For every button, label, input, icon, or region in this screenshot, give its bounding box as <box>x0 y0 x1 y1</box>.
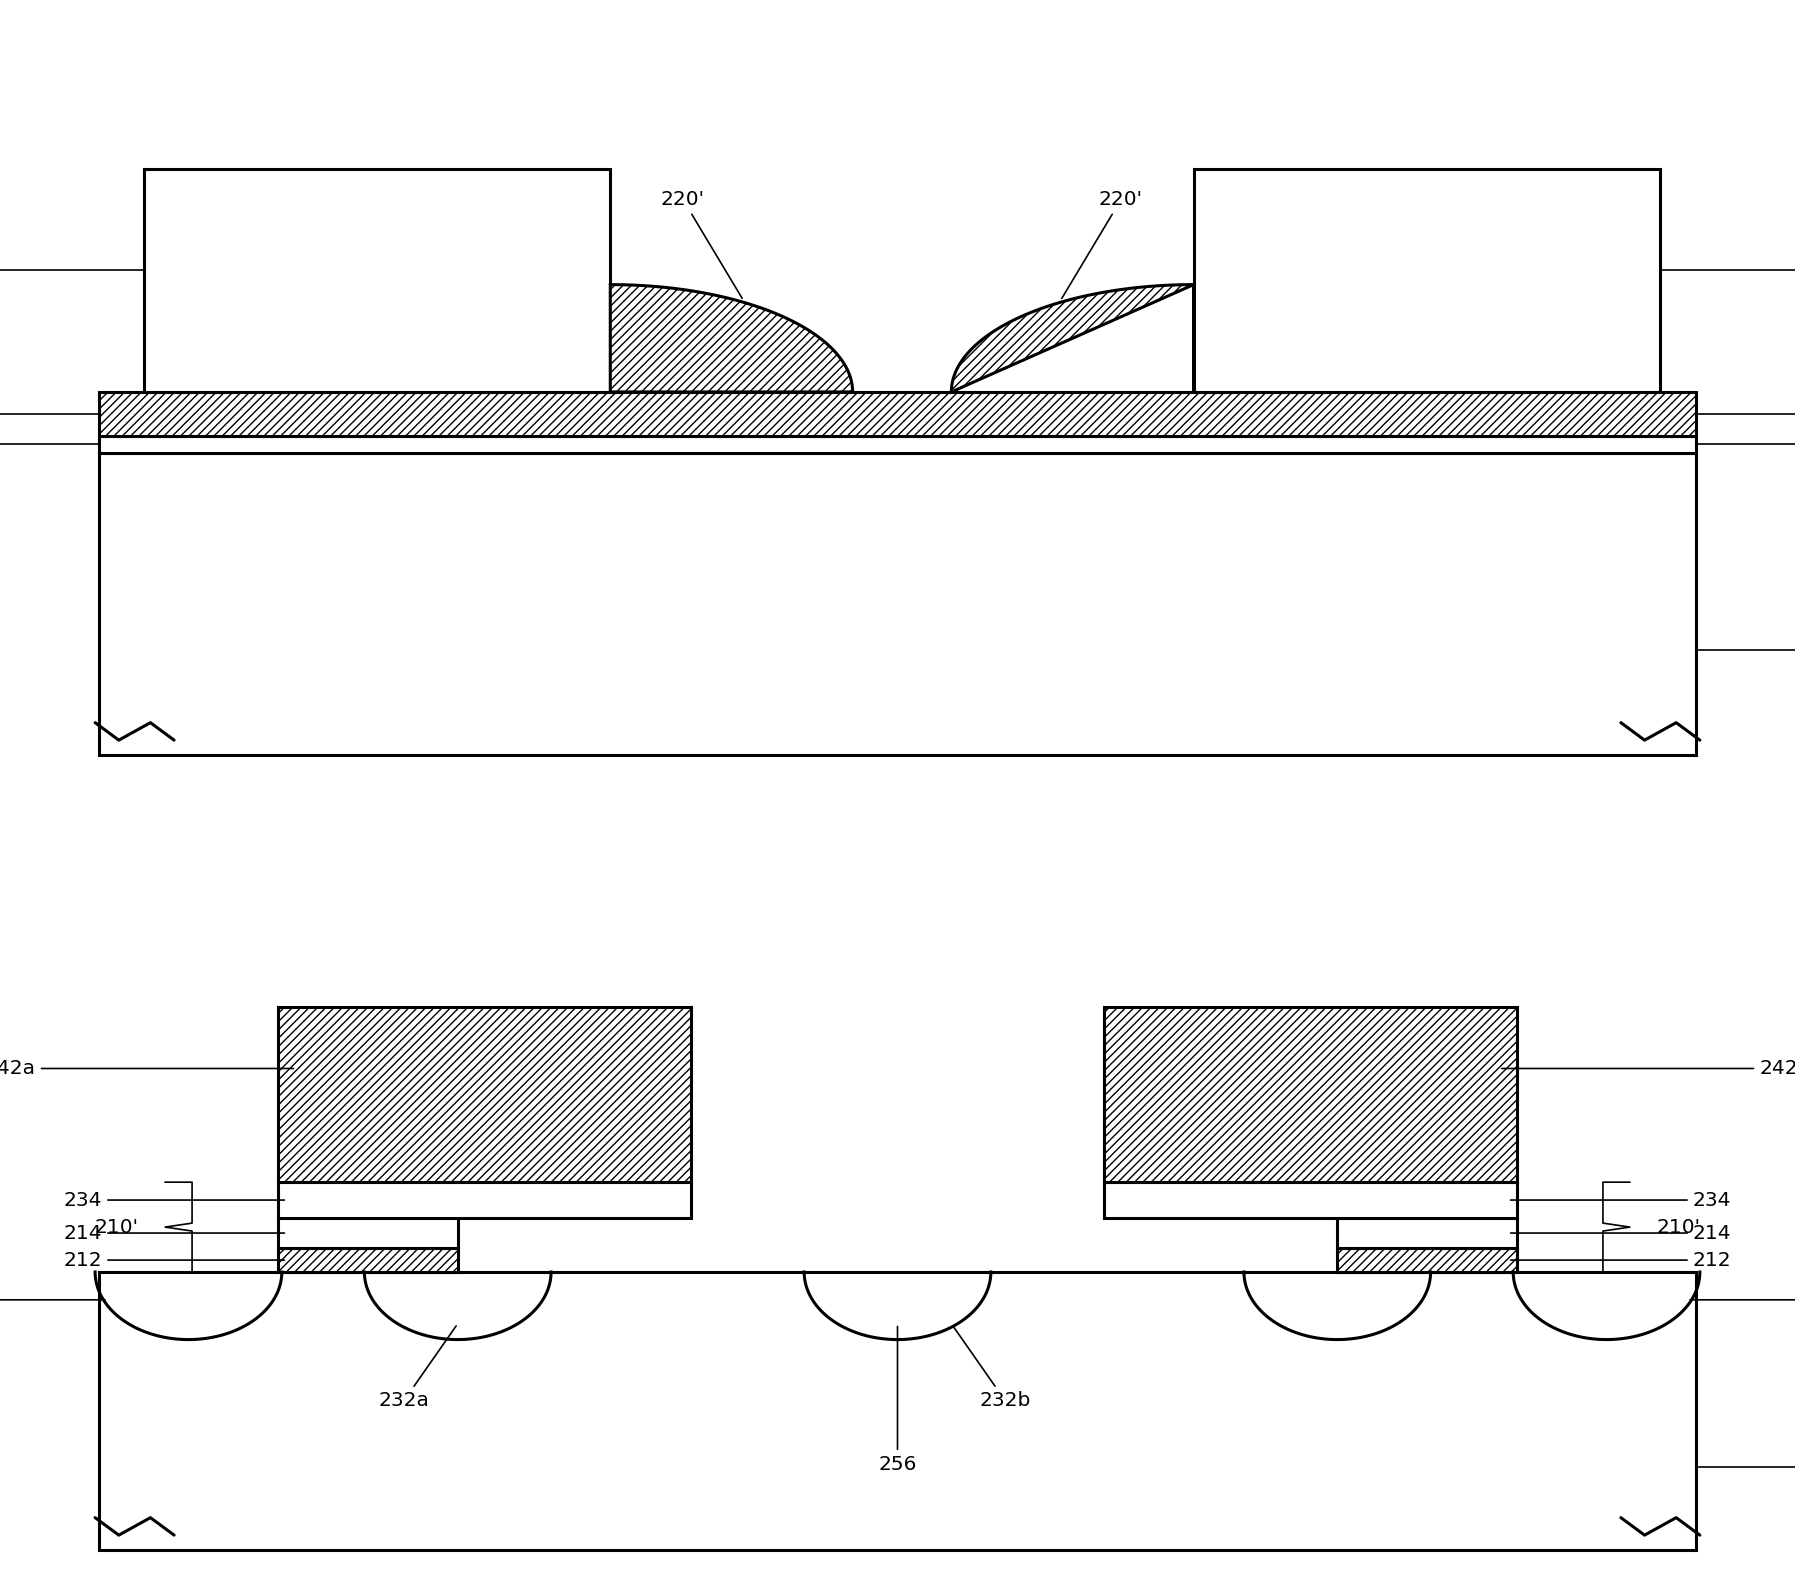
Bar <box>144 170 610 393</box>
Bar <box>278 1248 458 1272</box>
Bar <box>278 1183 691 1218</box>
Text: 254: 254 <box>1691 1291 1795 1309</box>
Text: 256: 256 <box>878 1326 917 1474</box>
Text: 210': 210' <box>1657 1218 1702 1237</box>
Text: 232b: 232b <box>953 1326 1030 1410</box>
Bar <box>1104 1183 1517 1218</box>
Bar <box>1337 1248 1517 1272</box>
Bar <box>278 1008 691 1183</box>
Bar <box>99 393 1696 436</box>
Text: 234: 234 <box>65 1191 284 1210</box>
Text: 234: 234 <box>1511 1191 1730 1210</box>
Text: 212: 212 <box>1511 1251 1732 1269</box>
Text: 252: 252 <box>0 1291 104 1309</box>
Bar <box>1337 1218 1517 1248</box>
Text: 220': 220' <box>661 191 741 299</box>
Text: 220': 220' <box>1063 191 1143 299</box>
Text: 214: 214 <box>63 1224 284 1242</box>
Bar <box>99 1272 1696 1550</box>
Polygon shape <box>951 285 1194 393</box>
Bar <box>1194 170 1660 393</box>
Bar <box>278 1218 458 1248</box>
Polygon shape <box>610 285 853 393</box>
Text: 212: 212 <box>63 1251 284 1269</box>
Text: 242a: 242a <box>0 1059 293 1078</box>
Text: 210': 210' <box>93 1218 138 1237</box>
Text: 242b: 242b <box>1502 1059 1795 1078</box>
Bar <box>99 436 1696 453</box>
Text: 214: 214 <box>1511 1224 1732 1242</box>
Bar <box>99 453 1696 755</box>
Text: 232a: 232a <box>379 1326 456 1410</box>
Bar <box>1104 1008 1517 1183</box>
